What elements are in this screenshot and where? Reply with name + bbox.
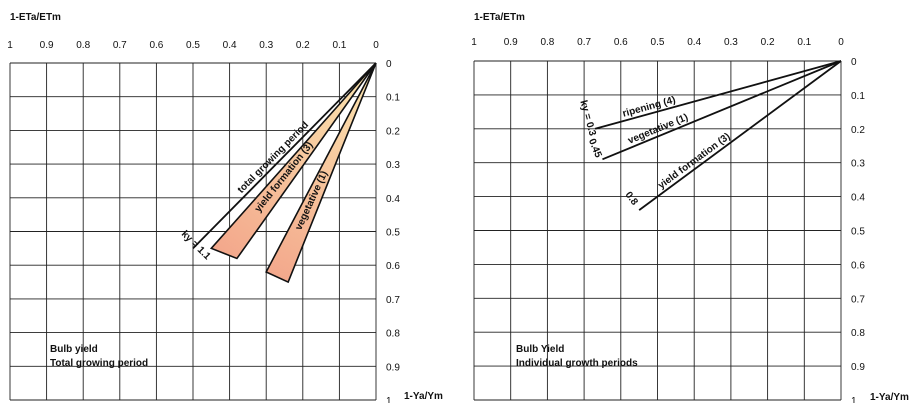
x-tick-label: 0.3 bbox=[259, 40, 273, 51]
y-tick-label: 0.7 bbox=[851, 294, 865, 305]
x-tick-label: 0.6 bbox=[149, 40, 163, 51]
x-tick-label: 0.2 bbox=[296, 40, 310, 51]
chart-annotation: Bulb yield bbox=[50, 344, 98, 355]
y-axis-title: 1-Ya/Ym bbox=[404, 391, 443, 402]
x-tick-label: 0.9 bbox=[504, 37, 518, 48]
chart-annotation: Individual growth periods bbox=[516, 358, 638, 369]
y-tick-label: 0.5 bbox=[851, 227, 865, 238]
y-tick-label: 0.7 bbox=[386, 295, 400, 306]
y-tick-label: 0.9 bbox=[851, 362, 865, 373]
x-tick-label: 0.4 bbox=[223, 40, 237, 51]
y-tick-label: 0.8 bbox=[851, 328, 865, 339]
series-label: ripening (4) bbox=[621, 95, 676, 120]
y-tick-label: 0.9 bbox=[386, 362, 400, 373]
x-tick-label: 0.7 bbox=[577, 37, 591, 48]
x-tick-label: 0.1 bbox=[797, 37, 811, 48]
x-tick-label: 1 bbox=[471, 37, 477, 48]
y-tick-label: 0.2 bbox=[851, 125, 865, 136]
ky-label: ky = 0.3 bbox=[577, 99, 597, 137]
x-tick-label: 0.9 bbox=[40, 40, 54, 51]
x-tick-label: 0.1 bbox=[332, 40, 346, 51]
y-tick-label: 0.6 bbox=[386, 261, 400, 272]
chart-annotation: Bulb Yield bbox=[516, 344, 564, 355]
ky-label: 0.45 bbox=[586, 137, 604, 160]
y-tick-label: 0 bbox=[851, 57, 857, 68]
series-wedge bbox=[265, 62, 377, 284]
ky-label: 0.8 bbox=[623, 190, 640, 208]
y-tick-label: 0.8 bbox=[386, 329, 400, 340]
x-tick-label: 0.3 bbox=[724, 37, 738, 48]
x-tick-label: 1 bbox=[7, 40, 13, 51]
x-axis-title: 1-ETa/ETm bbox=[10, 12, 61, 23]
y-axis-title: 1-Ya/Ym bbox=[870, 392, 909, 403]
x-tick-label: 0 bbox=[838, 37, 844, 48]
y-tick-label: 0 bbox=[386, 59, 392, 70]
y-tick-label: 0.2 bbox=[386, 126, 400, 137]
x-tick-label: 0 bbox=[373, 40, 379, 51]
x-tick-label: 0.5 bbox=[186, 40, 200, 51]
x-tick-label: 0.8 bbox=[540, 37, 554, 48]
series-line bbox=[602, 60, 842, 161]
x-axis-title: 1-ETa/ETm bbox=[474, 12, 525, 23]
y-tick-label: 0.4 bbox=[851, 193, 865, 204]
chart-panel-1: 1-ETa/ETm 1 0.9 0.8 0.7 0.6 0.5 0.4 0.3 0.2 0.1 00 0… bbox=[7, 12, 443, 403]
series-wedge bbox=[209, 62, 377, 260]
x-tick-label: 0.8 bbox=[76, 40, 90, 51]
y-tick-label: 0.1 bbox=[386, 93, 400, 104]
y-tick-label: 0.3 bbox=[851, 159, 865, 170]
x-tick-label: 0.4 bbox=[687, 37, 701, 48]
y-tick-label: 0.3 bbox=[386, 160, 400, 171]
y-tick-label: 0.5 bbox=[386, 228, 400, 239]
y-tick-label: 1 bbox=[386, 396, 392, 403]
series-line bbox=[192, 62, 377, 249]
y-tick-label: 0.4 bbox=[386, 194, 400, 205]
series-line bbox=[638, 60, 842, 211]
x-tick-label: 0.5 bbox=[651, 37, 665, 48]
chart-annotation: Total growing period bbox=[50, 358, 148, 369]
chart-panel-2: 1-ETa/ETm 1 0.9 0.8 0.7 0.6 0.5 0.4 0.3 0.2 0.1 00 0… bbox=[471, 12, 909, 403]
x-tick-label: 0.2 bbox=[761, 37, 775, 48]
series-line bbox=[594, 60, 842, 130]
y-tick-label: 0.1 bbox=[851, 91, 865, 102]
x-tick-label: 0.6 bbox=[614, 37, 628, 48]
y-tick-label: 0.6 bbox=[851, 260, 865, 271]
x-tick-label: 0.7 bbox=[113, 40, 127, 51]
y-tick-label: 1 bbox=[851, 396, 857, 403]
